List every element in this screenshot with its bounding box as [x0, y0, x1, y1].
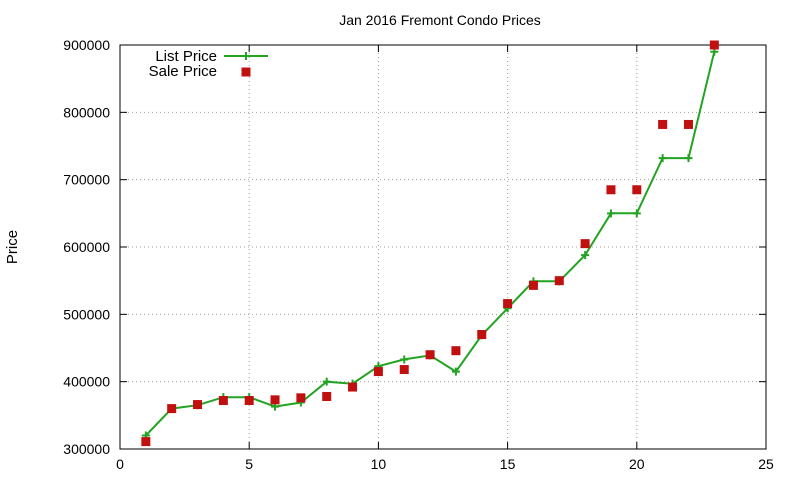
- chart-title: Jan 2016 Fremont Condo Prices: [339, 12, 541, 28]
- x-tick-label: 25: [758, 456, 774, 472]
- x-tick-label: 20: [629, 456, 645, 472]
- legend: List Price Sale Price: [149, 48, 268, 80]
- data-point-sale-price: [554, 276, 564, 286]
- data-point-sale-price: [477, 330, 487, 340]
- data-point-list-price: [400, 355, 409, 364]
- data-point-sale-price: [451, 346, 461, 356]
- x-tick-label: 5: [245, 456, 253, 472]
- y-tick-label: 600000: [63, 239, 110, 255]
- data-point-sale-price: [244, 396, 254, 406]
- data-point-list-price: [322, 377, 331, 386]
- data-point-sale-price: [296, 393, 306, 403]
- data-point-sale-price: [399, 365, 409, 375]
- data-point-sale-price: [348, 382, 358, 392]
- data-point-sale-price: [425, 350, 435, 360]
- y-tick-label: 300000: [63, 441, 110, 457]
- y-axis-label: Price: [4, 230, 21, 264]
- axis-ticks: 0 5 10 15 20 25 300000 400000 500000 600000 700000…: [63, 37, 774, 472]
- legend-label-sale-price: Sale Price: [149, 63, 217, 80]
- legend-marker-sale-price: [241, 67, 251, 77]
- x-tick-label: 0: [116, 456, 124, 472]
- data-point-sale-price: [632, 185, 642, 195]
- data-point-sale-price: [528, 280, 538, 290]
- y-tick-label: 500000: [63, 306, 110, 322]
- data-point-sale-price: [218, 396, 228, 406]
- series-line-list-price: [145, 51, 716, 437]
- grid: [120, 45, 766, 449]
- x-tick-label: 15: [500, 456, 516, 472]
- data-point-list-price: [581, 251, 590, 260]
- data-point-list-price: [632, 209, 641, 218]
- data-point-sale-price: [167, 404, 177, 414]
- y-tick-label: 700000: [63, 172, 110, 188]
- data-point-list-price: [658, 154, 667, 163]
- y-tick-label: 400000: [63, 374, 110, 390]
- data-point-sale-price: [373, 367, 383, 377]
- data-point-sale-price: [683, 119, 693, 129]
- y-tick-label: 900000: [63, 37, 110, 53]
- data-point-sale-price: [658, 119, 668, 129]
- data-point-list-price: [684, 154, 693, 163]
- legend-marker-list-price: [242, 52, 250, 60]
- y-tick-label: 800000: [63, 104, 110, 120]
- data-point-sale-price: [270, 395, 280, 405]
- data-point-sale-price: [503, 299, 513, 309]
- data-point-sale-price: [141, 437, 151, 447]
- data-point-sale-price: [322, 391, 332, 401]
- data-point-list-price: [606, 209, 615, 218]
- legend-label-list-price: List Price: [155, 48, 217, 65]
- data-point-sale-price: [193, 400, 203, 410]
- data-point-list-price: [451, 367, 460, 376]
- data-point-sale-price: [580, 239, 590, 249]
- data-point-sale-price: [606, 185, 616, 195]
- data-point-sale-price: [709, 40, 719, 50]
- series: [141, 40, 719, 447]
- x-tick-label: 10: [371, 456, 387, 472]
